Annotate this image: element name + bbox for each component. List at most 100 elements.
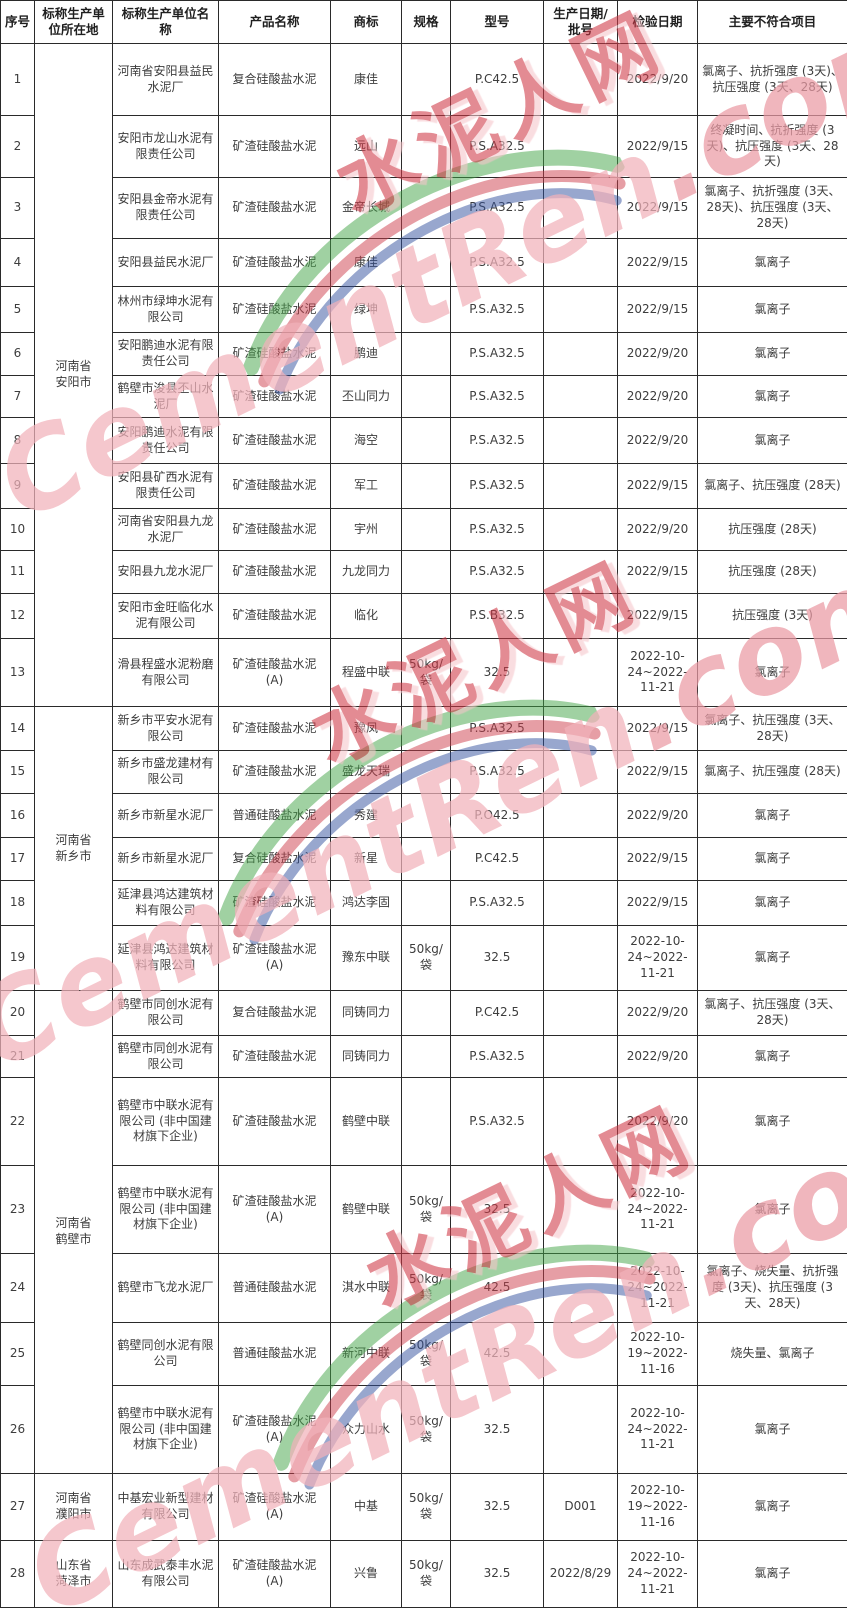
cell-brand: 金帝长城 xyxy=(331,178,402,239)
col-header-no: 序号 xyxy=(1,1,35,44)
cell-date: 2022/9/20 xyxy=(618,1078,698,1166)
cell-date: 2022/9/15 xyxy=(618,838,698,881)
cell-brand: 盛龙天瑞 xyxy=(331,751,402,794)
cell-brand: 中基 xyxy=(331,1474,402,1541)
cell-company: 鹤壁市中联水泥有限公司 (非中国建材旗下企业) xyxy=(113,1078,219,1166)
cell-company: 河南省安阳县九龙水泥厂 xyxy=(113,509,219,551)
cell-batch xyxy=(544,333,618,376)
cell-date: 2022/9/15 xyxy=(618,287,698,333)
cell-product: 矿渣硅酸盐水泥 xyxy=(219,1078,331,1166)
cell-company: 林州市绿坤水泥有限公司 xyxy=(113,287,219,333)
cell-region: 河南省 鹤壁市 xyxy=(35,991,113,1474)
cell-model: 32.5 xyxy=(451,926,544,991)
cell-date: 2022/9/20 xyxy=(618,44,698,116)
cell-product: 复合硅酸盐水泥 xyxy=(219,991,331,1036)
col-header-batch: 生产日期/批号 xyxy=(544,1,618,44)
cell-no: 7 xyxy=(1,376,35,418)
cell-brand: 鹤壁中联 xyxy=(331,1166,402,1254)
cell-model: P.S.A32.5 xyxy=(451,178,544,239)
cell-spec: 50kg/袋 xyxy=(402,1541,451,1608)
cell-product: 矿渣硅酸盐水泥 xyxy=(219,594,331,639)
cell-spec xyxy=(402,418,451,464)
cell-issues: 氯离子 xyxy=(698,838,847,881)
cell-issues: 氯离子 xyxy=(698,376,847,418)
cell-model: P.S.A32.5 xyxy=(451,509,544,551)
cell-date: 2022/9/15 xyxy=(618,594,698,639)
cell-no: 20 xyxy=(1,991,35,1036)
cell-no: 13 xyxy=(1,639,35,707)
cell-product: 矿渣硅酸盐水泥 xyxy=(219,751,331,794)
cell-spec xyxy=(402,116,451,178)
cell-batch xyxy=(544,594,618,639)
cell-no: 24 xyxy=(1,1254,35,1323)
cell-spec xyxy=(402,333,451,376)
cell-batch xyxy=(544,116,618,178)
cell-no: 22 xyxy=(1,1078,35,1166)
cell-batch xyxy=(544,418,618,464)
cell-model: 42.5 xyxy=(451,1254,544,1323)
cell-date: 2022/9/15 xyxy=(618,464,698,509)
cell-spec xyxy=(402,794,451,838)
cell-issues: 氯离子 xyxy=(698,1386,847,1474)
cell-batch xyxy=(544,464,618,509)
cell-no: 8 xyxy=(1,418,35,464)
cell-batch xyxy=(544,639,618,707)
cell-batch xyxy=(544,44,618,116)
cell-brand: 新河中联 xyxy=(331,1323,402,1386)
cell-product: 复合硅酸盐水泥 xyxy=(219,44,331,116)
cell-brand: 程盛中联 xyxy=(331,639,402,707)
cell-company: 新乡市新星水泥厂 xyxy=(113,794,219,838)
cell-company: 安阳鹏迪水泥有限责任公司 xyxy=(113,333,219,376)
cell-spec xyxy=(402,1078,451,1166)
cell-date: 2022/9/20 xyxy=(618,1036,698,1078)
cell-issues: 氯离子 xyxy=(698,794,847,838)
cell-date: 2022/9/20 xyxy=(618,376,698,418)
cell-no: 11 xyxy=(1,551,35,594)
cell-brand: 同铸同力 xyxy=(331,1036,402,1078)
cell-batch xyxy=(544,1166,618,1254)
cell-batch xyxy=(544,881,618,926)
cell-issues: 氯离子 xyxy=(698,1166,847,1254)
cell-company: 安阳县矿西水泥有限责任公司 xyxy=(113,464,219,509)
cell-product: 矿渣硅酸盐水泥 xyxy=(219,287,331,333)
cell-model: P.S.A32.5 xyxy=(451,239,544,287)
cell-no: 9 xyxy=(1,464,35,509)
cell-product: 复合硅酸盐水泥 xyxy=(219,838,331,881)
cell-batch xyxy=(544,794,618,838)
cell-brand: 豫凤 xyxy=(331,707,402,751)
cell-brand: 同铸同力 xyxy=(331,991,402,1036)
cell-product: 矿渣硅酸盐水泥 xyxy=(219,881,331,926)
cell-issues: 抗压强度 (28天) xyxy=(698,509,847,551)
cell-batch xyxy=(544,926,618,991)
cell-issues: 氯离子、抗压强度 (3天、28天) xyxy=(698,707,847,751)
cell-no: 16 xyxy=(1,794,35,838)
cell-spec: 50kg/袋 xyxy=(402,1166,451,1254)
cell-no: 18 xyxy=(1,881,35,926)
cell-model: P.S.A32.5 xyxy=(451,751,544,794)
cell-batch xyxy=(544,376,618,418)
cell-issues: 氯离子、烧失量、抗折强度 (3天)、抗压强度 (3天、28天) xyxy=(698,1254,847,1323)
cell-spec: 50kg/袋 xyxy=(402,1386,451,1474)
cell-no: 5 xyxy=(1,287,35,333)
cell-date: 2022-10- 24~2022- 11-21 xyxy=(618,1254,698,1323)
cell-product: 矿渣硅酸盐水泥 (A) xyxy=(219,639,331,707)
cell-no: 14 xyxy=(1,707,35,751)
cell-model: P.S.A32.5 xyxy=(451,464,544,509)
cell-model: P.S.A32.5 xyxy=(451,376,544,418)
cell-product: 普通硅酸盐水泥 xyxy=(219,1323,331,1386)
col-header-issues: 主要不符合项目 xyxy=(698,1,847,44)
cell-issues: 抗压强度 (3天) xyxy=(698,594,847,639)
cell-company: 新乡市新星水泥厂 xyxy=(113,838,219,881)
cell-no: 15 xyxy=(1,751,35,794)
